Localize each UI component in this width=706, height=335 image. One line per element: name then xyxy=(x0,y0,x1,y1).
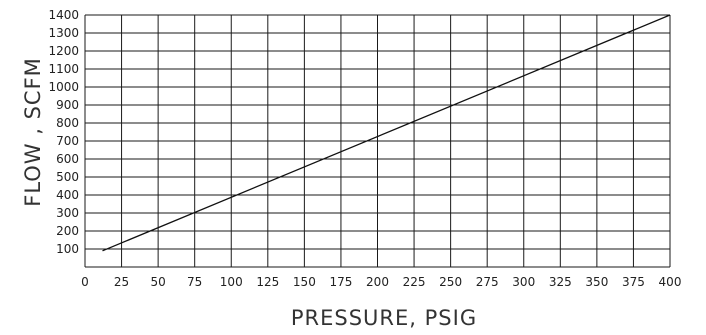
grid xyxy=(84,14,671,268)
y-tick-label: 800 xyxy=(56,116,79,130)
y-tick-labels: 100 200 300 400 500 600 700 800 900 1000 1100 1200 1… xyxy=(48,8,79,256)
x-tick-labels: 0 25 50 75 100 125 150 175 200 225 250 275 300 325 350… xyxy=(81,275,681,289)
y-tick-label: 1200 xyxy=(48,44,79,58)
x-axis-title: PRESSURE, PSIG xyxy=(291,306,477,330)
y-tick-label: 600 xyxy=(56,152,79,166)
y-tick-label: 400 xyxy=(56,188,79,202)
y-tick-label: 500 xyxy=(56,170,79,184)
y-tick-label: 100 xyxy=(56,242,79,256)
x-tick-label: 25 xyxy=(114,275,129,289)
y-tick-label: 1300 xyxy=(48,26,79,40)
y-tick-label: 1400 xyxy=(48,8,79,22)
x-tick-label: 225 xyxy=(403,275,426,289)
x-tick-label: 100 xyxy=(220,275,243,289)
x-tick-label: 50 xyxy=(150,275,165,289)
flow-line-series-0 xyxy=(102,14,671,252)
x-tick-label: 400 xyxy=(659,275,682,289)
x-tick-label: 75 xyxy=(187,275,202,289)
x-tick-label: 175 xyxy=(329,275,352,289)
y-tick-label: 200 xyxy=(56,224,79,238)
x-tick-label: 250 xyxy=(439,275,462,289)
x-tick-label: 300 xyxy=(512,275,535,289)
y-axis-title: FLOW , SCFM xyxy=(21,57,45,207)
y-tick-label: 700 xyxy=(56,134,79,148)
y-tick-label: 900 xyxy=(56,98,79,112)
x-tick-label: 200 xyxy=(366,275,389,289)
x-tick-label: 350 xyxy=(585,275,608,289)
y-tick-label: 1000 xyxy=(48,80,79,94)
y-tick-label: 300 xyxy=(56,206,79,220)
x-tick-label: 325 xyxy=(549,275,572,289)
y-tick-label: 1100 xyxy=(48,62,79,76)
x-tick-label: 150 xyxy=(293,275,316,289)
x-tick-label: 375 xyxy=(622,275,645,289)
x-tick-label: 0 xyxy=(81,275,89,289)
series-group xyxy=(102,14,671,252)
x-tick-label: 275 xyxy=(476,275,499,289)
x-tick-label: 125 xyxy=(256,275,279,289)
